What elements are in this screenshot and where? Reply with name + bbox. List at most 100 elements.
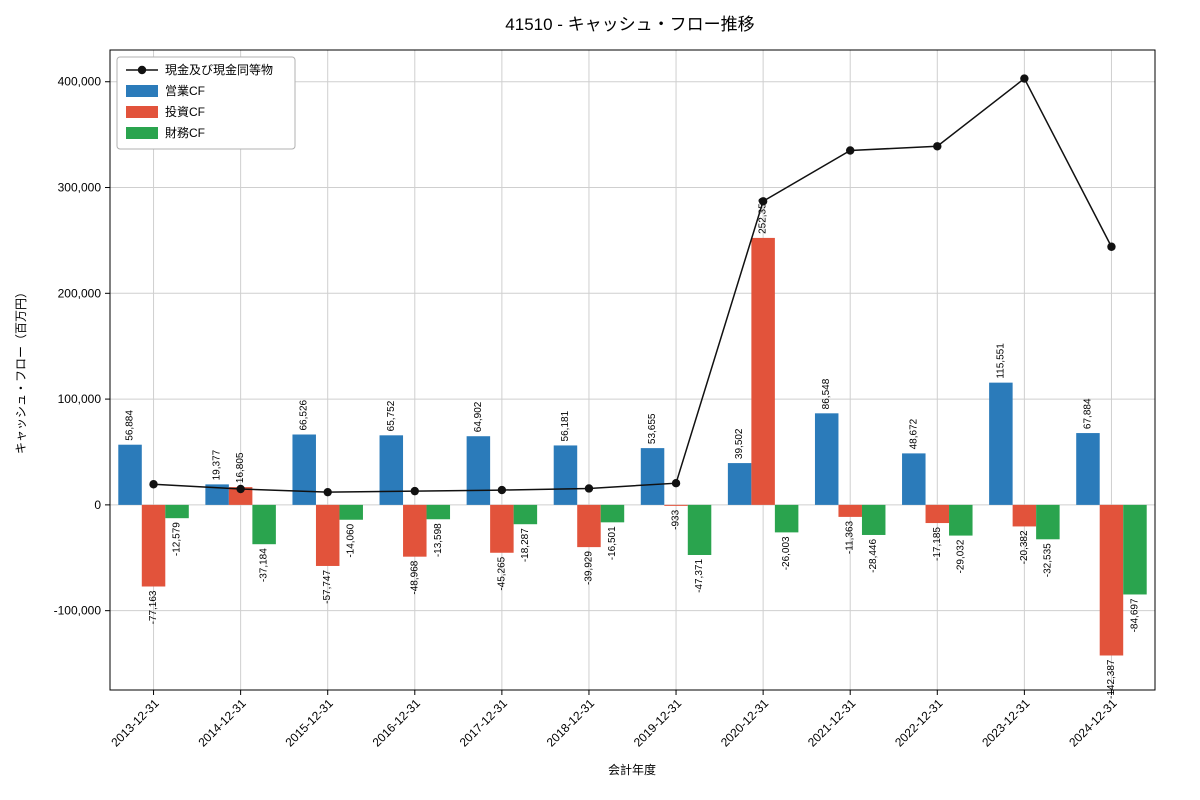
bar-営業CF-2024-12-31 <box>1076 433 1100 505</box>
bar-営業CF-2021-12-31 <box>814 413 839 505</box>
cash-line-marker-2016-12-31 <box>410 486 419 496</box>
bar-営業CF-2019-12-31 <box>640 448 665 505</box>
legend-label-投資CF: 投資CF <box>165 104 205 119</box>
cash-line-marker-2021-12-31 <box>846 146 855 155</box>
bar-value-label: 56,884 <box>125 410 136 441</box>
bar-投資CF-2024-12-31 <box>1099 504 1124 656</box>
cash-line <box>153 77 1113 493</box>
cash-line-marker-2022-12-31 <box>933 142 942 151</box>
bar-value-label: -14,060 <box>346 523 357 557</box>
y-tick-label: -100,000 <box>54 604 102 618</box>
bar-value-label: 65,752 <box>386 400 397 431</box>
y-tick-label: 100,000 <box>58 392 102 406</box>
bar-投資CF-2021-12-31 <box>838 504 862 517</box>
bar-value-label: -26,003 <box>781 536 792 570</box>
cash-line-marker-2019-12-31 <box>671 478 681 488</box>
bar-value-label: -20,382 <box>1019 530 1030 564</box>
cash-line-marker-2013-12-31 <box>149 480 158 489</box>
cash-line-marker-2014-12-31 <box>236 484 245 494</box>
legend-label-現金及び現金同等物: 現金及び現金同等物 <box>165 62 273 77</box>
bar-value-label: 56,181 <box>560 410 571 441</box>
bar-value-label: -32,535 <box>1042 543 1053 577</box>
bar-財務CF-2016-12-31 <box>426 504 451 520</box>
legend-box <box>116 56 296 150</box>
bar-財務CF-2014-12-31 <box>252 504 276 545</box>
bar-投資CF-2018-12-31 <box>577 504 601 548</box>
bar-value-label: -48,968 <box>409 560 420 594</box>
bar-value-label: -18,287 <box>520 528 531 562</box>
bar-value-label: -933 <box>671 509 682 529</box>
bar-value-label: -12,579 <box>172 522 183 556</box>
cash-line-marker-2018-12-31 <box>584 484 594 493</box>
bar-営業CF-2017-12-31 <box>466 436 491 505</box>
bar-投資CF-2023-12-31 <box>1012 504 1037 527</box>
cash-line-marker-2023-12-31 <box>1020 74 1029 83</box>
bar-value-label: 115,551 <box>995 343 1006 379</box>
bar-財務CF-2020-12-31 <box>774 504 799 533</box>
bar-value-label: 86,548 <box>821 378 832 409</box>
bar-value-label: -17,185 <box>932 527 943 561</box>
y-tick-label: 0 <box>94 498 101 512</box>
cash-line-marker-2020-12-31 <box>758 197 768 206</box>
bar-value-label: 252,359 <box>758 197 769 234</box>
bar-営業CF-2022-12-31 <box>902 453 926 505</box>
bar-営業CF-2013-12-31 <box>118 444 142 505</box>
bar-value-label: -28,446 <box>868 539 879 573</box>
plot-border <box>109 49 1156 691</box>
y-tick-label: 200,000 <box>58 286 102 300</box>
bar-財務CF-2024-12-31 <box>1123 504 1147 595</box>
legend-swatch-財務CF <box>126 127 158 139</box>
bar-財務CF-2017-12-31 <box>513 504 538 525</box>
bar-value-label: 39,502 <box>734 428 745 459</box>
cash-line-marker-2015-12-31 <box>323 487 332 497</box>
bar-value-label: -77,163 <box>148 590 159 624</box>
y-tick-label: 300,000 <box>58 181 102 195</box>
bar-投資CF-2020-12-31 <box>751 237 775 505</box>
bar-財務CF-2013-12-31 <box>165 504 189 519</box>
legend-label-営業CF: 営業CF <box>165 84 205 98</box>
bar-営業CF-2018-12-31 <box>553 445 578 505</box>
bar-value-label: -37,184 <box>259 548 270 582</box>
legend-label-財務CF: 財務CF <box>165 125 205 140</box>
bar-営業CF-2016-12-31 <box>379 435 404 505</box>
legend-line-marker <box>137 65 147 75</box>
bar-value-label: 19,377 <box>212 449 223 480</box>
x-axis-label: 会計年度 <box>608 762 656 777</box>
bar-value-label: 67,884 <box>1082 398 1093 429</box>
bar-value-label: -57,747 <box>322 570 333 604</box>
bar-value-label: -39,929 <box>583 551 594 585</box>
bar-財務CF-2023-12-31 <box>1036 504 1060 540</box>
bar-投資CF-2017-12-31 <box>490 504 514 553</box>
bar-財務CF-2015-12-31 <box>339 504 363 520</box>
bar-value-label: -84,697 <box>1129 598 1140 632</box>
bar-value-label: 53,655 <box>647 413 658 444</box>
bar-財務CF-2022-12-31 <box>949 504 973 536</box>
bar-value-label: -47,371 <box>694 559 705 593</box>
bar-value-label: -45,265 <box>496 556 507 590</box>
bar-営業CF-2020-12-31 <box>727 463 752 505</box>
bar-投資CF-2016-12-31 <box>403 504 427 557</box>
bar-投資CF-2019-12-31 <box>664 504 688 506</box>
legend-swatch-営業CF <box>126 85 158 97</box>
cash-line-marker-2017-12-31 <box>497 485 507 495</box>
bar-value-label: 16,805 <box>235 452 246 483</box>
bar-value-label: -29,032 <box>955 539 966 573</box>
cash-line-marker-2024-12-31 <box>1107 242 1116 251</box>
bar-投資CF-2015-12-31 <box>315 504 340 566</box>
bar-value-label: 48,672 <box>908 418 919 449</box>
bar-投資CF-2014-12-31 <box>228 487 253 505</box>
bar-投資CF-2013-12-31 <box>141 504 166 587</box>
bar-value-label: -16,501 <box>607 526 618 560</box>
legend-swatch-投資CF <box>126 106 158 118</box>
bar-value-label: -11,363 <box>845 520 856 554</box>
bar-営業CF-2014-12-31 <box>205 484 229 505</box>
bar-value-label: 66,526 <box>299 399 310 430</box>
bar-財務CF-2019-12-31 <box>687 504 712 555</box>
y-tick-label: 400,000 <box>58 75 102 89</box>
bar-財務CF-2018-12-31 <box>600 504 625 523</box>
bar-財務CF-2021-12-31 <box>861 504 886 535</box>
bar-営業CF-2023-12-31 <box>989 382 1013 505</box>
bar-営業CF-2015-12-31 <box>292 434 316 505</box>
